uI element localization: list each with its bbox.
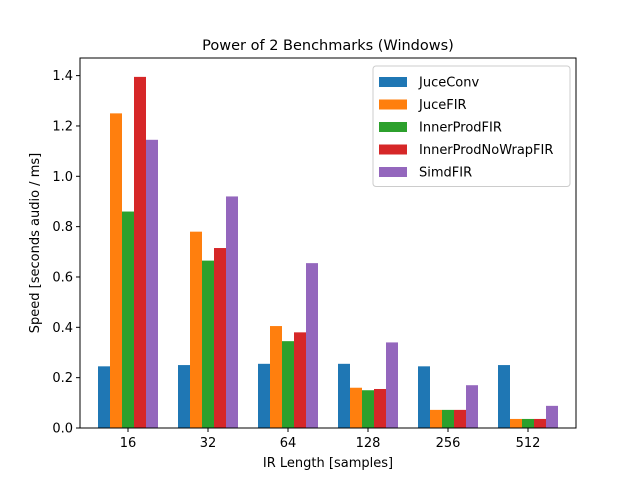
x-tick-label: 16 bbox=[120, 436, 137, 451]
legend-label: SimdFIR bbox=[419, 166, 472, 181]
legend-label: InnerProdNoWrapFIR bbox=[419, 143, 553, 158]
bar-innerprodnowrapfir-256 bbox=[454, 409, 466, 428]
bar-innerprodnowrapfir-64 bbox=[294, 332, 306, 428]
y-axis: 0.0 0.2 0.4 0.6 0.8 1.0 1.2 1.4 bbox=[52, 69, 80, 437]
x-axis: 16 32 64 128 256 512 bbox=[120, 428, 541, 451]
legend-swatch bbox=[379, 77, 407, 87]
x-axis-label: IR Length [samples] bbox=[263, 456, 393, 471]
legend-swatch bbox=[379, 99, 407, 110]
bar-innerprodfir-16 bbox=[122, 211, 134, 428]
bar-simdfir-16 bbox=[146, 139, 158, 429]
y-tick-label: 1.0 bbox=[52, 170, 73, 185]
legend-label: JuceConv bbox=[418, 76, 479, 91]
bar-juceconv-32 bbox=[178, 365, 190, 428]
bar-innerprodfir-32 bbox=[202, 260, 214, 428]
bar-juceconv-256 bbox=[418, 366, 430, 428]
legend-label: InnerProdFIR bbox=[419, 121, 502, 136]
y-tick-label: 0.8 bbox=[52, 220, 73, 235]
bars-group bbox=[98, 76, 558, 429]
bar-juceconv-512 bbox=[498, 365, 510, 428]
y-tick-label: 1.4 bbox=[52, 69, 73, 84]
x-tick-label: 128 bbox=[356, 436, 381, 451]
bar-jucefir-16 bbox=[110, 113, 122, 429]
bar-innerprodnowrapfir-512 bbox=[534, 418, 546, 428]
legend-swatch bbox=[379, 167, 407, 177]
bar-jucefir-256 bbox=[430, 409, 442, 428]
plot-frame bbox=[79, 57, 577, 429]
bar-innerprodfir-256 bbox=[442, 409, 454, 428]
bar-simdfir-32 bbox=[226, 196, 238, 428]
y-tick-label: 0.0 bbox=[52, 422, 73, 437]
legend-swatch bbox=[379, 122, 407, 132]
y-tick-label: 0.6 bbox=[52, 270, 73, 285]
x-tick-label: 32 bbox=[200, 436, 217, 451]
bar-jucefir-32 bbox=[190, 231, 202, 428]
bar-innerprodfir-128 bbox=[362, 390, 374, 428]
bar-juceconv-16 bbox=[98, 366, 110, 428]
legend-swatch bbox=[379, 144, 407, 155]
x-tick-label: 64 bbox=[280, 436, 297, 451]
bar-innerprodfir-64 bbox=[282, 341, 294, 428]
y-tick-label: 0.4 bbox=[52, 321, 73, 336]
bar-simdfir-512 bbox=[546, 405, 558, 428]
bar-innerprodfir-512 bbox=[522, 418, 534, 428]
legend-label: JuceFIR bbox=[418, 98, 467, 113]
bar-innerprodnowrapfir-128 bbox=[374, 388, 386, 428]
bar-juceconv-128 bbox=[338, 363, 350, 428]
x-tick-label: 512 bbox=[516, 436, 541, 451]
legend: JuceConv JuceFIR InnerProdFIR InnerProdNoWr… bbox=[372, 65, 571, 187]
y-tick-label: 0.2 bbox=[52, 371, 73, 386]
y-axis-label: Speed [seconds audio / ms] bbox=[28, 153, 43, 333]
bar-jucefir-128 bbox=[350, 387, 362, 428]
bar-innerprodnowrapfir-16 bbox=[134, 76, 146, 428]
bar-simdfir-128 bbox=[386, 342, 398, 428]
chart-title: Power of 2 Benchmarks (Windows) bbox=[202, 38, 454, 54]
bar-simdfir-64 bbox=[306, 263, 318, 428]
bar-jucefir-512 bbox=[510, 418, 522, 428]
bar-innerprodnowrapfir-32 bbox=[214, 248, 226, 428]
x-tick-label: 256 bbox=[436, 436, 461, 451]
bar-juceconv-64 bbox=[258, 363, 270, 428]
y-tick-label: 1.2 bbox=[52, 119, 73, 134]
bar-jucefir-64 bbox=[270, 326, 282, 428]
legend-box bbox=[372, 65, 571, 187]
bar-simdfir-256 bbox=[466, 385, 478, 428]
